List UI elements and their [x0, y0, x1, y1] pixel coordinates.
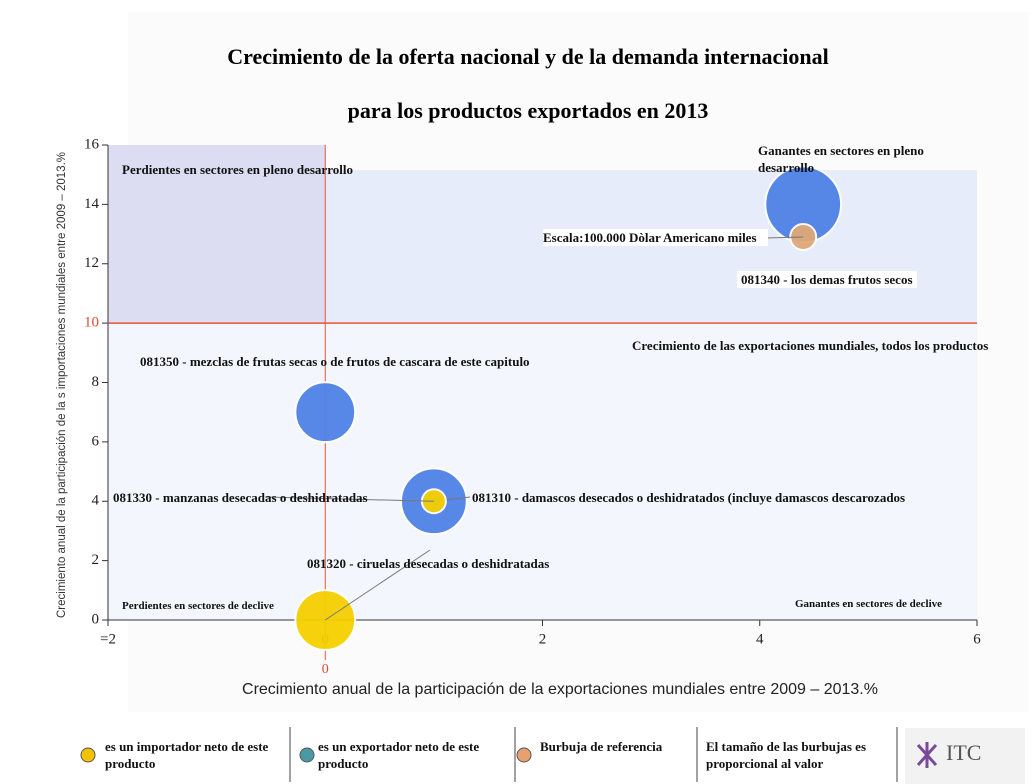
x-tick-label: =2 [100, 631, 116, 647]
x-tick-label: 2 [539, 631, 547, 647]
quadrant-label: Perdientes en sectores de declive [122, 600, 274, 612]
legend-swatch [516, 747, 532, 763]
leader-line [324, 549, 431, 621]
chart-title: Crecimiento de la oferta nacional y de l… [227, 44, 829, 69]
logo: ITC [946, 740, 981, 765]
bubble-label: 081320 - ciruelas desecadas o deshidrata… [307, 556, 550, 571]
y-tick-label: 4 [92, 493, 100, 509]
bubble-label: 081310 - damascos desecados o deshidrata… [472, 490, 906, 505]
y-tick-label: 14 [84, 196, 100, 212]
bubble-label: Escala:100.000 Dòlar Americano miles [543, 229, 768, 246]
legend-swatch [299, 747, 315, 763]
quadrant-label: Ganantes en sectores en pleno desarrollo [758, 143, 924, 175]
quadrant-label: Perdientes en sectores en pleno desarrol… [122, 162, 353, 177]
bubble-label: 081350 - mezclas de frutas secas o de fr… [140, 354, 530, 369]
quadrant-bg [108, 145, 326, 324]
x-tick-label: 4 [756, 631, 764, 647]
legend-label: Burbuja de referencia [540, 739, 663, 754]
x-tick-label: 6 [973, 631, 981, 647]
y-tick-label: 0 [92, 611, 100, 627]
legend-label: es un importador neto de este producto [105, 739, 269, 771]
quadrant-bg [325, 170, 977, 324]
quadrant-label: Ganantes en sectores de declive [795, 598, 943, 610]
chart-title: para los productos exportados en 2013 [347, 98, 709, 123]
bubble [294, 381, 357, 444]
reference-y-label: Crecimiento de las exportaciones mundial… [632, 338, 989, 353]
legend-label: es un exportador neto de este producto [318, 739, 480, 771]
x-axis-label: Crecimiento anual de la participación de… [242, 681, 878, 698]
legend-swatch [80, 747, 96, 763]
leader-line [264, 496, 434, 502]
bubble-label: 081330 - manzanas desecadas o deshidrata… [113, 490, 368, 505]
logo-mark [916, 742, 938, 768]
leader-line [764, 236, 804, 239]
y-tick-label: 2 [92, 552, 100, 568]
y-tick-label: 8 [92, 374, 100, 390]
y-axis-label: Crecimiento anual de la participación de… [56, 152, 68, 618]
bubble-label: 081340 - los demas frutos secos [737, 271, 917, 288]
reference-x-label: 0 [322, 662, 329, 677]
y-tick-label: 10 [84, 315, 99, 331]
y-tick-label: 12 [84, 255, 99, 271]
size-note: El tamaño de las burbujas es proporciona… [706, 739, 866, 771]
y-tick-label: 6 [92, 433, 100, 449]
y-tick-label: 16 [84, 136, 100, 152]
quadrant-bg [108, 323, 977, 620]
